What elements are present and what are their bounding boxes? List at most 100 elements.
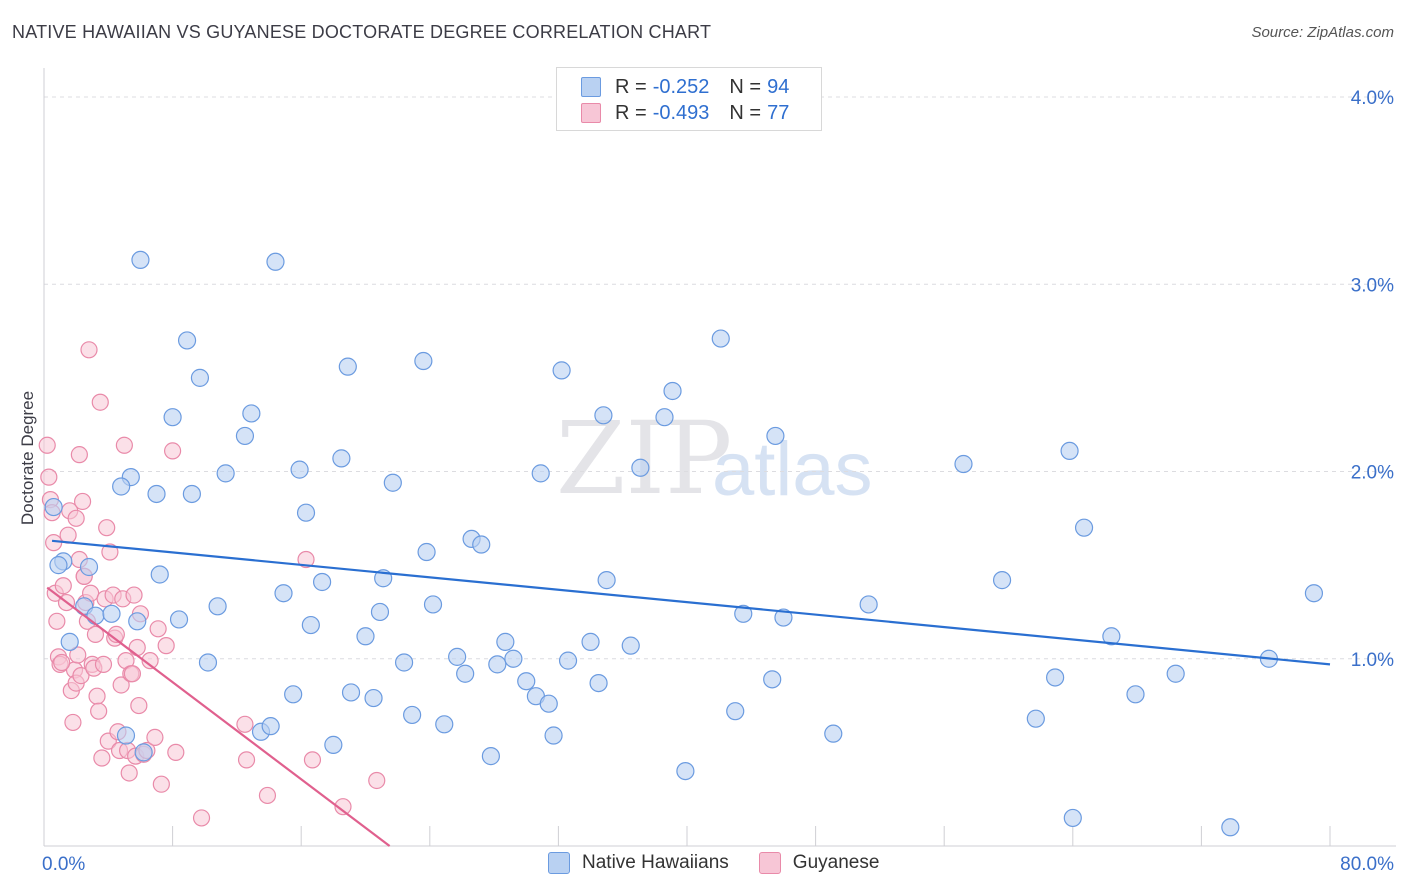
guyanese-point xyxy=(72,667,90,685)
native-hawaiian-point xyxy=(102,604,121,623)
y-tick-label: 1.0% xyxy=(1351,650,1394,671)
native-hawaiian-point xyxy=(169,610,189,629)
native-hawaiian-point xyxy=(60,632,79,651)
legend-r-label: R = xyxy=(615,101,647,124)
legend-row-guyanese: R = -0.493 N = 77 xyxy=(581,101,789,125)
chart-title: NATIVE HAWAIIAN VS GUYANESE DOCTORATE DE… xyxy=(12,22,712,42)
legend-n-label: N = xyxy=(729,75,762,98)
native-hawaiian-point xyxy=(448,647,467,666)
native-hawaiian-point xyxy=(1060,441,1079,461)
native-hawaiian-point xyxy=(597,571,616,590)
guyanese-point xyxy=(128,638,146,657)
blue-swatch-icon xyxy=(581,77,601,97)
guyanese-point xyxy=(130,696,148,715)
native-hawaiian-point xyxy=(134,743,153,762)
native-hawaiian-point xyxy=(338,357,357,376)
guyanese-point xyxy=(167,743,185,761)
native-hawaiian-point xyxy=(284,685,303,704)
native-hawaiian-point xyxy=(116,726,136,745)
native-hawaiian-point xyxy=(341,683,361,702)
native-hawaiian-point xyxy=(621,636,640,655)
native-hawaiian-point xyxy=(726,702,745,721)
guyanese-point xyxy=(90,702,108,720)
native-hawaiians-trend-line xyxy=(51,539,1331,666)
native-hawaiian-point xyxy=(128,612,147,631)
legend-item-native-hawaiians[interactable]: Native Hawaiians xyxy=(548,852,729,874)
native-hawaiian-point xyxy=(403,705,422,725)
guyanese-point xyxy=(91,393,109,411)
guyanese-point xyxy=(303,751,322,769)
native-hawaiian-point xyxy=(481,747,500,766)
native-hawaiian-point xyxy=(1046,668,1065,687)
guyanese-point xyxy=(146,728,164,746)
guyanese-point xyxy=(94,655,113,673)
chart-source: Source: ZipAtlas.com xyxy=(1251,24,1394,41)
guyanese-point xyxy=(115,436,133,454)
native-hawaiian-point xyxy=(631,458,650,477)
y-axis-title: Doctorate Degree xyxy=(18,391,37,525)
guyanese-point xyxy=(112,676,130,694)
y-tick-label: 4.0% xyxy=(1351,88,1394,109)
native-hawaiian-point xyxy=(766,426,785,446)
guyanese-point xyxy=(80,341,98,359)
legend-n-label: N = xyxy=(729,101,762,124)
native-hawaiian-point xyxy=(290,460,309,479)
y-tick-label: 3.0% xyxy=(1351,275,1394,296)
native-hawaiian-point xyxy=(1126,685,1145,704)
guyanese-point xyxy=(157,637,175,655)
native-hawaiian-point xyxy=(216,464,235,483)
guyanese-point xyxy=(98,519,116,537)
guyanese-point xyxy=(237,751,256,769)
native-hawaiian-point xyxy=(242,404,261,423)
native-hawaiian-point xyxy=(954,454,973,474)
native-hawaiian-point xyxy=(859,595,878,614)
legend-r-value: -0.493 xyxy=(652,101,710,124)
native-hawaiian-point xyxy=(182,484,201,504)
native-hawaiian-point xyxy=(472,535,491,554)
native-hawaiian-point xyxy=(1166,664,1185,683)
pink-swatch-icon xyxy=(758,852,781,874)
native-hawaiian-point xyxy=(711,329,730,348)
native-hawaiian-point xyxy=(504,649,523,668)
guyanese-point xyxy=(123,665,142,683)
pink-swatch-icon xyxy=(581,103,601,123)
guyanese-point xyxy=(70,446,88,464)
native-hawaiian-point xyxy=(544,726,563,745)
guyanese-point xyxy=(88,687,106,705)
native-hawaiian-point xyxy=(190,368,210,387)
native-hawaiian-point xyxy=(147,484,166,504)
native-hawaiian-point xyxy=(324,735,343,754)
guyanese-point xyxy=(164,442,182,460)
guyanese-point xyxy=(152,775,170,793)
native-hawaiian-point xyxy=(734,604,753,623)
legend-label: Guyanese xyxy=(792,852,880,873)
native-hawaiian-point xyxy=(552,361,571,380)
native-hawaiian-point xyxy=(539,694,558,713)
guyanese-point xyxy=(54,577,72,595)
native-hawaiian-point xyxy=(763,670,782,689)
guyanese-point xyxy=(258,786,277,805)
native-hawaiian-point xyxy=(1063,808,1082,828)
guyanese-point xyxy=(125,586,143,604)
legend-item-guyanese[interactable]: Guyanese xyxy=(758,852,880,874)
native-hawaiian-point xyxy=(435,715,454,734)
correlation-legend: R = -0.252 N = 94 R = -0.493 N = 77 xyxy=(556,67,822,131)
native-hawaiian-point xyxy=(589,673,608,693)
native-hawaiian-point xyxy=(150,565,169,584)
guyanese-point xyxy=(192,809,211,827)
native-hawaiian-point xyxy=(301,615,320,635)
legend-n-value: 77 xyxy=(767,101,790,124)
guyanese-point xyxy=(120,764,138,782)
series-guyanese xyxy=(38,341,386,827)
native-hawaiian-point xyxy=(274,584,293,603)
native-hawaiian-point xyxy=(1221,818,1240,837)
y-tick-label: 2.0% xyxy=(1351,463,1394,484)
guyanese-point xyxy=(334,798,352,816)
guyanese-point xyxy=(149,620,167,638)
legend-n-value: 94 xyxy=(767,75,790,98)
guyanese-point xyxy=(86,625,105,644)
legend-r-value: -0.252 xyxy=(652,75,710,98)
guyanese-point xyxy=(64,713,82,732)
x-tick-label: 0.0% xyxy=(42,854,85,875)
series-native-hawaiians xyxy=(44,250,1324,837)
